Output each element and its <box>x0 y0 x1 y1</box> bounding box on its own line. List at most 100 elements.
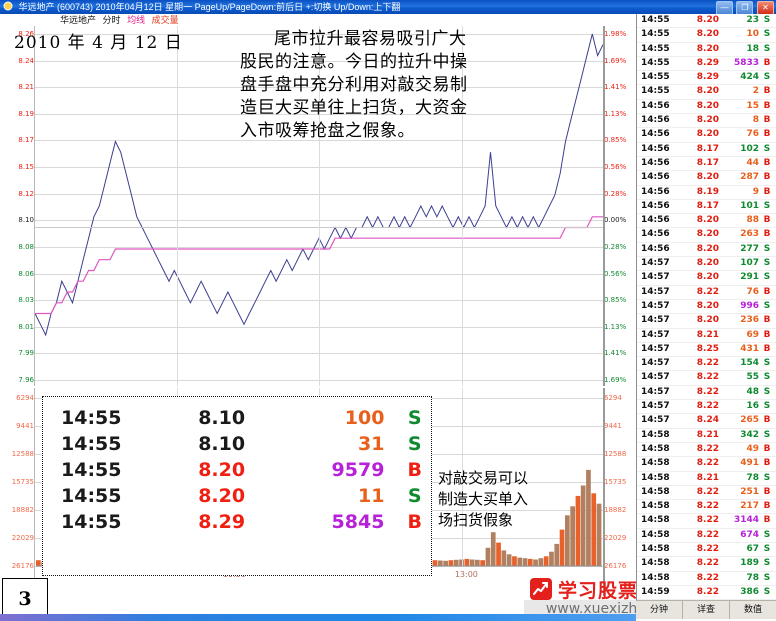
volume-axis-label: 9441 <box>16 422 34 430</box>
tick-row[interactable]: 14:57 8.25 431 B <box>637 343 776 358</box>
annotation-line: 尾市拉升最容易吸引广大 <box>274 29 467 49</box>
tick-row[interactable]: 14:58 8.22 3144 B <box>637 514 776 529</box>
tick-flag: S <box>763 258 771 269</box>
tick-row[interactable]: 14:56 8.20 287 B <box>637 171 776 186</box>
subheader-volume-label[interactable]: 成交量 <box>151 16 179 26</box>
tick-price: 8.20 <box>198 485 246 507</box>
tick-price: 8.22 <box>696 586 719 597</box>
tab-minute[interactable]: 分钟 <box>636 601 683 619</box>
tab-detail[interactable]: 详查 <box>683 601 730 619</box>
tick-volume: 3144 <box>733 515 759 526</box>
tick-row[interactable]: 14:55 8.20 18 S <box>637 43 776 57</box>
tick-row[interactable]: 14:57 8.22 48 S <box>637 386 776 401</box>
tick-row[interactable]: 14:57 8.22 55 S <box>637 371 776 386</box>
tick-row[interactable]: 14:56 8.17 102 S <box>637 143 776 157</box>
tick-volume: 69 <box>746 329 759 340</box>
tick-volume: 100 <box>344 407 385 429</box>
tick-row[interactable]: 14:56 8.20 263 B <box>637 228 776 243</box>
tick-row[interactable]: 14:57 8.22 154 S <box>637 357 776 372</box>
tick-volume: 55 <box>746 372 759 383</box>
volume-bar <box>464 558 470 566</box>
tick-time: 14:56 <box>641 200 670 211</box>
tick-flag: S <box>407 433 422 455</box>
volume-bar <box>554 543 560 566</box>
tick-time: 14:56 <box>641 215 670 226</box>
tick-row[interactable]: 14:56 8.19 9 B <box>637 186 776 200</box>
tick-row[interactable]: 14:58 8.22 67 S <box>637 543 776 558</box>
volume-axis-label: 26176 <box>604 562 627 570</box>
close-button[interactable]: ✕ <box>757 1 774 14</box>
tick-row[interactable]: 14:55 8.20 10 S <box>637 28 776 43</box>
tick-row[interactable]: 14:57 8.24 265 B <box>637 414 776 429</box>
tick-row[interactable]: 14:55 8.20 23 S <box>637 14 776 29</box>
tick-price: 8.20 <box>696 243 719 254</box>
tick-flag: B <box>763 486 771 497</box>
tick-row[interactable]: 14:57 8.22 16 S <box>637 400 776 415</box>
tick-row[interactable]: 14:57 8.20 996 S <box>637 300 776 315</box>
tick-row[interactable]: 14:58 8.22 491 B <box>637 457 776 472</box>
tick-row[interactable]: 14:56 8.20 8 B <box>637 114 776 129</box>
tick-list-panel[interactable]: 14:55 8.20 23 S 14:55 8.20 10 S 14:55 8.20 18 S 14:5… <box>636 14 776 600</box>
tick-row[interactable]: 14:58 8.22 189 S <box>637 557 776 572</box>
annotation-line: 盘手盘中充分利用对敲交易制 <box>240 75 468 95</box>
tab-value[interactable]: 数值 <box>743 605 762 615</box>
percent-axis-label: 0.00% <box>604 216 627 225</box>
tick-row[interactable]: 14:57 8.21 69 B <box>637 329 776 343</box>
tick-time: 14:58 <box>641 543 670 554</box>
tick-price: 8.21 <box>696 472 719 483</box>
tick-price: 8.29 <box>696 72 719 83</box>
tick-row[interactable]: 14:55 8.29 424 S <box>637 71 776 86</box>
percent-axis-label: 0.56% <box>604 163 627 172</box>
tick-time: 14:56 <box>641 157 670 168</box>
tick-row[interactable]: 14:58 8.22 674 S <box>637 529 776 543</box>
tick-price: 8.17 <box>696 200 719 211</box>
tick-row[interactable]: 14:58 8.21 342 S <box>637 429 776 443</box>
volume-bar <box>443 560 448 566</box>
tick-row[interactable]: 14:56 8.20 76 B <box>637 128 776 143</box>
tick-time: 14:57 <box>641 415 670 426</box>
tick-flag: S <box>763 401 771 412</box>
tick-flag: S <box>407 407 422 429</box>
tick-row[interactable]: 14:56 8.17 44 B <box>637 157 776 172</box>
price-axis-label: 8.06 <box>18 269 34 278</box>
tick-price: 8.20 <box>696 272 719 283</box>
annotation-main-text: 尾市拉升最容易吸引广大 股民的注意。今日的拉升中操 盘手盘中充分利用对敲交易制 … <box>240 28 570 143</box>
price-chart-panel[interactable]: 8.26 8.24 8.21 8.19 8.17 8.15 8.12 8.10 8.08 8.06… <box>0 26 640 386</box>
percent-axis-label: 1.69% <box>604 376 627 384</box>
tick-row[interactable]: 14:56 8.20 15 B <box>637 100 776 115</box>
volume-bar <box>501 550 507 566</box>
subheader-mode[interactable]: 分时 <box>102 16 121 26</box>
tick-row[interactable]: 14:58 8.22 251 B <box>637 486 776 501</box>
tick-row[interactable]: 14:57 8.20 236 B <box>637 314 776 329</box>
tick-volume: 386 <box>740 586 759 597</box>
percent-axis-label: 1.13% <box>604 109 627 118</box>
tick-volume: 107 <box>740 258 759 269</box>
price-axis-label: 8.19 <box>18 109 34 118</box>
tick-flag: B <box>763 172 771 183</box>
tick-row[interactable]: 14:56 8.20 88 B <box>637 214 776 229</box>
maximize-button[interactable]: ❐ <box>736 1 754 14</box>
tick-row[interactable]: 14:58 8.22 49 B <box>637 443 776 458</box>
tick-price: 8.20 <box>696 43 719 54</box>
subheader-ma-label[interactable]: 均线 <box>127 16 146 26</box>
tick-row[interactable]: 14:57 8.20 107 S <box>637 257 776 272</box>
price-axis-label: 8.03 <box>18 296 34 305</box>
tick-row[interactable]: 14:59 8.22 386 S <box>637 586 776 600</box>
percent-axis-label: 1.13% <box>604 322 627 331</box>
tick-row[interactable]: 14:55 8.20 2 B <box>637 85 776 100</box>
tick-row[interactable]: 14:58 8.21 78 S <box>637 472 776 486</box>
tick-detail-row: 14:55 8.20 9579 B <box>43 457 431 483</box>
volume-axis-label: 12588 <box>11 450 34 458</box>
minimize-button[interactable]: — <box>715 1 733 14</box>
tick-row[interactable]: 14:57 8.22 76 B <box>637 286 776 300</box>
tick-row[interactable]: 14:57 8.20 291 S <box>637 271 776 286</box>
tick-flag: S <box>407 485 422 507</box>
volume-bar <box>570 506 575 566</box>
tick-row[interactable]: 14:55 8.29 5833 B <box>637 57 776 72</box>
tick-volume: 2 <box>752 86 759 97</box>
tick-row[interactable]: 14:56 8.20 277 S <box>637 243 776 258</box>
tick-row[interactable]: 14:56 8.17 101 S <box>637 200 776 215</box>
tick-volume: 263 <box>740 229 759 240</box>
tick-row[interactable]: 14:58 8.22 78 S <box>637 572 776 586</box>
tick-row[interactable]: 14:58 8.22 217 B <box>637 500 776 515</box>
